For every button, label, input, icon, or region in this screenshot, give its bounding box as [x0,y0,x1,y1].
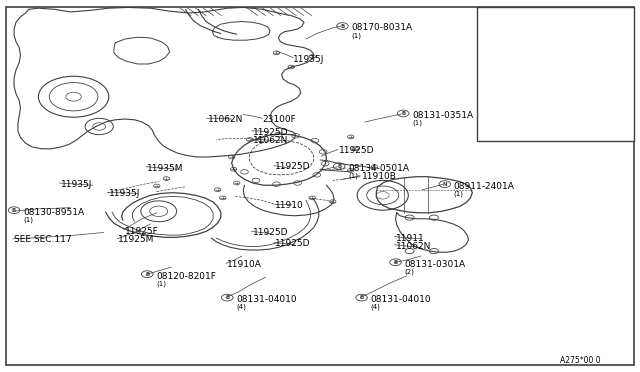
Text: 08131-04010: 08131-04010 [371,295,431,304]
Text: (4): (4) [371,304,380,310]
Text: 08120-8201F: 08120-8201F [156,272,216,280]
Text: 11062N: 11062N [208,115,243,124]
Text: 11925D: 11925D [253,228,288,237]
Text: B: B [225,295,229,300]
Text: B: B [401,111,405,116]
Text: 23100F: 23100F [262,115,296,124]
Text: 08911-2401A: 08911-2401A [454,182,515,190]
Text: 11910A: 11910A [227,260,262,269]
Text: B: B [360,295,364,300]
Text: B: B [394,260,397,265]
Text: N: N [442,182,447,187]
Text: (1): (1) [23,216,33,223]
Text: (1): (1) [348,172,358,179]
Text: 08131-04010: 08131-04010 [236,295,297,304]
Text: 08170-8031A: 08170-8031A [351,23,413,32]
Text: (1): (1) [412,119,422,126]
Text: 11910B: 11910B [362,172,396,181]
Text: SEE SEC.117: SEE SEC.117 [14,235,72,244]
Text: 11062N: 11062N [253,136,288,145]
Text: 08130-8951A: 08130-8951A [23,208,84,217]
Text: 11910: 11910 [520,122,549,131]
Text: 08134-0501A: 08134-0501A [348,164,409,173]
Text: 11925D: 11925D [275,162,310,171]
Text: 11925M: 11925M [118,235,155,244]
Text: 11925D: 11925D [253,128,288,137]
Text: (1): (1) [351,32,362,39]
Text: VG30T: VG30T [484,13,522,23]
Text: B: B [340,23,344,29]
Text: 08131-0301A: 08131-0301A [404,260,466,269]
Text: 11062N: 11062N [396,242,431,251]
Text: 11911: 11911 [396,234,424,243]
Text: 11925F: 11925F [125,227,159,236]
Text: 11935M: 11935M [147,164,184,173]
Text: 08131-0351A: 08131-0351A [412,111,474,120]
Text: B: B [12,208,16,213]
Text: 11935J: 11935J [109,189,140,198]
Text: 11925D: 11925D [339,146,374,155]
Text: B: B [145,272,149,277]
Text: (1): (1) [454,190,464,197]
Text: 11925D: 11925D [275,239,310,248]
Text: (4): (4) [236,304,246,310]
Text: (1): (1) [156,280,166,287]
Text: 11935J: 11935J [61,180,92,189]
Text: A275*00 0: A275*00 0 [560,356,600,365]
Text: B: B [337,164,341,169]
Bar [477,7,634,141]
Text: 11935J: 11935J [293,55,324,64]
Text: (2): (2) [404,268,414,275]
Text: 11910: 11910 [275,201,304,210]
